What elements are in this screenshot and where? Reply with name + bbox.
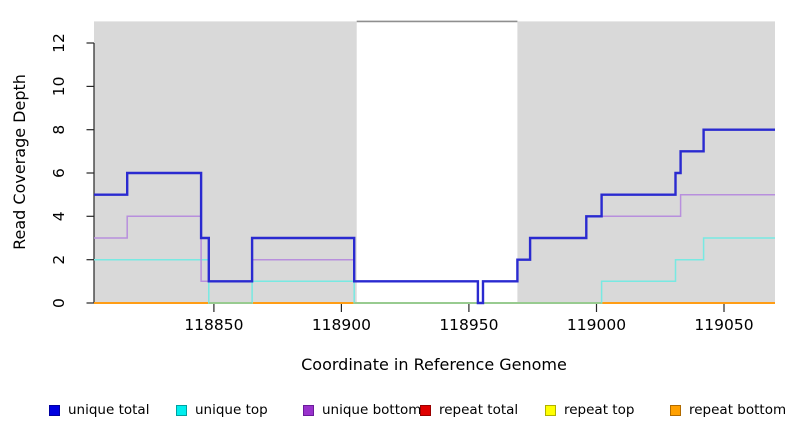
series-line-unique-total <box>94 128 775 305</box>
x-tick-label: 118850 <box>184 316 243 334</box>
x-tick-label: 118950 <box>439 316 498 334</box>
y-axis-title: Read Coverage Depth <box>10 74 29 250</box>
x-tick-label: 119000 <box>567 316 626 334</box>
legend-label: unique total <box>68 402 150 418</box>
legend-swatch-unique-bottom <box>303 404 314 416</box>
shaded-region <box>517 21 775 304</box>
shaded-region <box>94 21 357 304</box>
legend-item-unique-top: unique top <box>176 401 268 419</box>
legend-swatch-repeat-bottom <box>670 404 681 416</box>
x-tick-label: 118900 <box>312 316 371 334</box>
legend-swatch-repeat-total <box>420 404 431 416</box>
legend-label: repeat top <box>564 402 635 418</box>
series-lines <box>94 128 775 305</box>
y-tick-label: 10 <box>50 77 68 97</box>
y-tick-label: 8 <box>50 125 68 135</box>
axes: 0 2 4 6 8 10 12 118850 118900 118950 119000 119050 <box>50 33 754 334</box>
legend-label: unique top <box>195 402 268 418</box>
legend-label: repeat bottom <box>689 402 787 418</box>
y-tick-label: 0 <box>50 298 68 308</box>
shaded-regions <box>94 20 775 304</box>
x-axis-title: Coordinate in Reference Genome <box>301 355 567 374</box>
legend-swatch-unique-total <box>49 404 60 416</box>
legend-item-unique-total: unique total <box>49 401 149 419</box>
y-tick-label: 12 <box>50 33 68 53</box>
legend-item-repeat-top: repeat top <box>545 401 634 419</box>
legend: unique total unique top unique bottom repea… <box>0 0 792 418</box>
legend-item-repeat-total: repeat total <box>420 401 518 419</box>
y-tick-label: 6 <box>50 168 68 178</box>
y-tick-label: 2 <box>50 255 68 265</box>
x-tick-label: 119050 <box>694 316 753 334</box>
legend-swatch-unique-top <box>176 404 187 416</box>
legend-swatch-repeat-top <box>545 404 556 416</box>
legend-item-unique-bottom: unique bottom <box>303 401 421 419</box>
legend-label: unique bottom <box>322 402 422 418</box>
y-tick-label: 4 <box>50 211 68 221</box>
legend-item-repeat-bottom: repeat bottom <box>670 401 786 419</box>
legend-label: repeat total <box>439 402 519 418</box>
